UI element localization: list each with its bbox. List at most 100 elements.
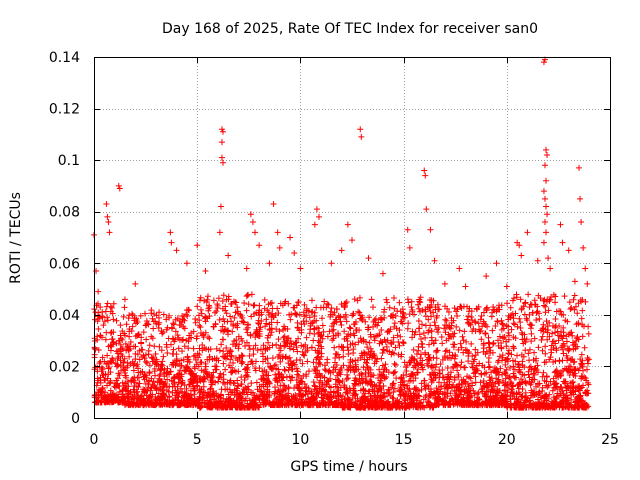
data-point <box>170 321 177 328</box>
data-point <box>150 325 157 332</box>
data-point <box>395 339 402 346</box>
data-point <box>438 333 445 340</box>
data-point <box>119 336 126 343</box>
data-point <box>225 391 232 398</box>
data-point <box>120 313 127 320</box>
data-point <box>105 219 112 226</box>
data-point <box>243 293 250 300</box>
data-point <box>188 378 195 385</box>
data-point <box>404 226 411 233</box>
data-point <box>282 386 289 393</box>
data-point <box>262 371 269 378</box>
data-point <box>138 339 145 346</box>
data-point <box>129 401 136 408</box>
data-point <box>459 333 466 340</box>
data-point <box>216 373 223 380</box>
data-point <box>397 333 404 340</box>
data-point <box>518 252 525 259</box>
data-point <box>246 352 253 359</box>
data-point <box>309 308 316 315</box>
data-point <box>227 313 234 320</box>
data-point <box>282 298 289 305</box>
data-point <box>261 388 268 395</box>
data-point <box>170 320 177 327</box>
data-point <box>102 336 109 343</box>
data-point <box>276 244 283 251</box>
data-point <box>294 325 301 332</box>
data-point <box>405 320 412 327</box>
data-point <box>118 345 125 352</box>
data-point <box>441 280 448 287</box>
data-point <box>245 291 252 298</box>
data-point <box>326 328 333 335</box>
data-point <box>535 344 542 351</box>
data-point <box>279 373 286 380</box>
data-point <box>256 365 263 372</box>
data-point <box>524 229 531 236</box>
data-point <box>170 361 177 368</box>
data-point <box>155 362 162 369</box>
data-point <box>416 331 423 338</box>
data-point <box>132 343 139 350</box>
data-point <box>166 394 173 401</box>
data-point <box>584 360 591 367</box>
data-point <box>338 322 345 329</box>
data-point <box>218 341 225 348</box>
data-point <box>193 335 200 342</box>
data-point <box>100 322 107 329</box>
data-point <box>252 367 259 374</box>
data-point <box>113 317 120 324</box>
data-point <box>225 252 232 259</box>
data-point <box>122 332 129 339</box>
data-point <box>103 200 110 207</box>
data-point <box>215 378 222 385</box>
y-tick-label: 0.1 <box>58 153 80 169</box>
data-point <box>580 244 587 251</box>
data-point <box>571 292 578 299</box>
data-point <box>96 360 103 367</box>
data-point <box>203 299 210 306</box>
data-point <box>184 397 191 404</box>
data-point <box>458 359 465 366</box>
data-point <box>164 350 171 357</box>
data-point <box>552 293 559 300</box>
data-point <box>334 401 341 408</box>
data-point <box>380 347 387 354</box>
data-point <box>153 385 160 392</box>
data-point <box>253 379 260 386</box>
data-point <box>313 317 320 324</box>
data-point <box>415 305 422 312</box>
data-point <box>172 396 179 403</box>
data-point <box>344 375 351 382</box>
data-point <box>263 320 270 327</box>
data-point <box>577 195 584 202</box>
data-point <box>271 390 278 397</box>
data-point <box>113 363 120 370</box>
data-point <box>131 382 138 389</box>
data-point <box>265 372 272 379</box>
data-point <box>408 304 415 311</box>
data-point <box>245 404 252 411</box>
data-point <box>226 395 233 402</box>
data-point <box>301 313 308 320</box>
data-point <box>180 394 187 401</box>
data-point <box>221 404 228 411</box>
data-point <box>158 328 165 335</box>
data-point <box>156 343 163 350</box>
data-point <box>306 314 313 321</box>
data-point <box>172 328 179 335</box>
data-point <box>433 355 440 362</box>
data-point <box>274 379 281 386</box>
data-point <box>279 355 286 362</box>
x-tick-label: 10 <box>291 432 309 448</box>
data-point <box>253 326 260 333</box>
data-point <box>213 366 220 373</box>
data-point <box>92 316 99 323</box>
data-point <box>206 335 213 342</box>
data-point <box>240 386 247 393</box>
data-point <box>154 379 161 386</box>
data-point <box>557 221 564 228</box>
data-point <box>146 362 153 369</box>
data-point <box>301 380 308 387</box>
data-point <box>124 364 131 371</box>
